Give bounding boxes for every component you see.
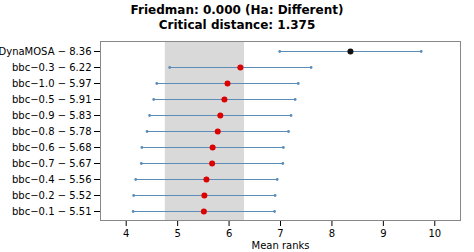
svg-text:bbc−0.9 − 5.83: bbc−0.9 − 5.83: [12, 110, 91, 121]
svg-text:bbc−0.6 − 5.68: bbc−0.6 − 5.68: [12, 142, 91, 153]
svg-text:bbc−0.7 − 5.67: bbc−0.7 − 5.67: [12, 158, 91, 169]
svg-text:9: 9: [380, 228, 386, 239]
svg-text:5: 5: [174, 228, 180, 239]
svg-text:bbc−0.1 − 5.51: bbc−0.1 − 5.51: [12, 206, 91, 217]
html-text:Critical distance: 1.375: Critical distance: 1.375: [158, 18, 316, 32]
svg-text:bbc−0.2 − 5.52: bbc−0.2 − 5.52: [12, 190, 91, 201]
svg-text:bbc−0.4 − 5.56: bbc−0.4 − 5.56: [12, 174, 91, 185]
svg-text:bbc−0.3 − 6.22: bbc−0.3 − 6.22: [12, 62, 91, 73]
html-text:Friedman: 0.000 (Ha: Different: Friedman: 0.000 (Ha: Different): [130, 3, 344, 17]
svg-text:Mean ranks: Mean ranks: [251, 240, 309, 251]
svg-text:6: 6: [226, 228, 232, 239]
svg-text:10: 10: [428, 228, 441, 239]
svg-text:bbc−0.8 − 5.78: bbc−0.8 − 5.78: [12, 126, 91, 137]
svg-text:bbc−0.5 − 5.91: bbc−0.5 − 5.91: [12, 94, 91, 105]
svg-text:4: 4: [123, 228, 129, 239]
svg-text:7: 7: [277, 228, 283, 239]
svg-text:DynaMOSA − 8.36: DynaMOSA − 8.36: [0, 46, 92, 57]
svg-text:bbc−1.0 − 5.97: bbc−1.0 − 5.97: [12, 78, 91, 89]
svg-text:8: 8: [329, 228, 335, 239]
